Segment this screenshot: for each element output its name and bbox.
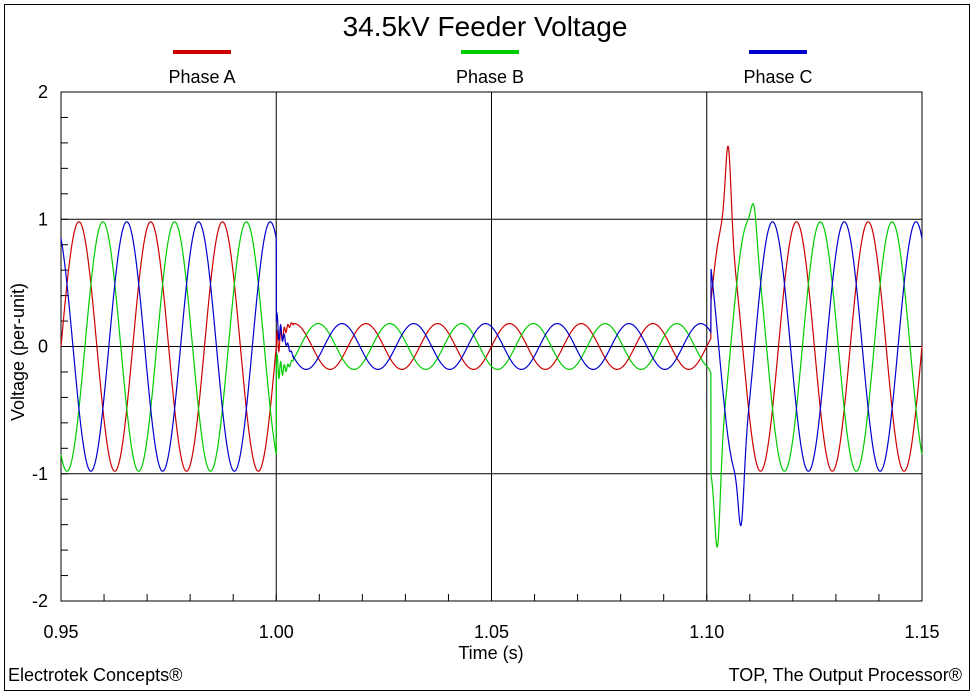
x-tick-labels: 0.95 1.00 1.05 1.10 1.15 <box>43 622 939 642</box>
series-line-phase-c <box>60 221 923 527</box>
y-tick-label: -1 <box>32 464 48 484</box>
legend-label: Phase C <box>743 67 812 87</box>
legend: Phase A Phase B Phase C <box>168 50 813 87</box>
series-line-phase-a <box>60 145 923 472</box>
chart-title: 34.5kV Feeder Voltage <box>343 11 628 42</box>
chart-frame <box>4 4 970 691</box>
x-tick-label: 1.15 <box>904 622 939 642</box>
legend-label: Phase B <box>456 67 524 87</box>
footer-left: Electrotek Concepts® <box>8 665 182 685</box>
x-axis-label: Time (s) <box>458 643 523 663</box>
x-tick-label: 1.05 <box>474 622 509 642</box>
x-tick-label: 1.10 <box>689 622 724 642</box>
y-tick-labels: 2 1 0 -1 -2 <box>32 82 48 611</box>
footer-right: TOP, The Output Processor® <box>729 665 962 685</box>
y-tick-label: 2 <box>38 82 48 102</box>
y-axis-label: Voltage (per-unit) <box>8 283 28 421</box>
y-tick-label: 0 <box>38 337 48 357</box>
series-group <box>60 145 923 548</box>
y-tick-label: 1 <box>38 209 48 229</box>
x-tick-label: 1.00 <box>259 622 294 642</box>
plot-area <box>60 91 923 602</box>
series-line-phase-b <box>60 203 923 548</box>
x-tick-label: 0.95 <box>43 622 78 642</box>
y-tick-label: -2 <box>32 591 48 611</box>
legend-label: Phase A <box>168 67 235 87</box>
